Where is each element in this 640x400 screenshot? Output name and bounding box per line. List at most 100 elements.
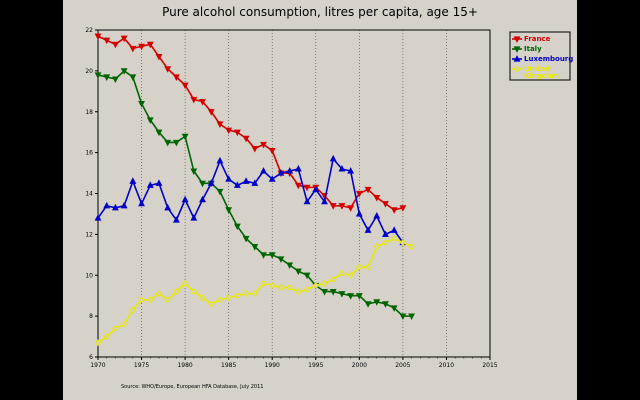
data-point bbox=[225, 175, 233, 182]
y-tick-label: 14 bbox=[85, 191, 93, 198]
legend-label: Italy bbox=[524, 45, 542, 53]
data-point bbox=[112, 325, 119, 332]
data-point bbox=[286, 262, 294, 269]
y-tick-label: 12 bbox=[85, 231, 93, 238]
data-point bbox=[251, 179, 259, 186]
data-point bbox=[260, 252, 267, 259]
data-point bbox=[364, 226, 372, 233]
data-point bbox=[277, 284, 285, 291]
x-tick-label: 1990 bbox=[265, 362, 280, 369]
data-point bbox=[103, 333, 111, 340]
data-point bbox=[251, 244, 259, 251]
data-point bbox=[382, 239, 389, 246]
data-point bbox=[294, 268, 302, 276]
data-point bbox=[321, 289, 328, 296]
data-point bbox=[190, 288, 198, 295]
data-point bbox=[242, 177, 250, 184]
data-point bbox=[173, 288, 180, 295]
data-point bbox=[111, 76, 119, 83]
x-tick-label: 2015 bbox=[482, 362, 497, 369]
data-point bbox=[260, 141, 267, 149]
x-tick-label: 1970 bbox=[90, 362, 105, 369]
data-point bbox=[181, 82, 189, 90]
data-point bbox=[242, 290, 250, 297]
data-point bbox=[338, 291, 346, 298]
series-line bbox=[97, 156, 404, 244]
data-point bbox=[312, 185, 320, 192]
data-point bbox=[390, 207, 398, 214]
data-point bbox=[338, 165, 346, 172]
data-point bbox=[181, 280, 189, 287]
y-tick-label: 8 bbox=[89, 313, 93, 320]
data-point bbox=[103, 37, 111, 45]
data-point bbox=[399, 205, 407, 212]
legend-label: France bbox=[524, 35, 551, 43]
data-point bbox=[172, 139, 180, 147]
y-tick-label: 10 bbox=[85, 272, 93, 279]
data-point bbox=[233, 181, 241, 188]
x-tick-label: 1980 bbox=[177, 362, 192, 369]
data-point bbox=[382, 201, 389, 208]
data-point bbox=[347, 167, 355, 174]
data-point bbox=[260, 280, 267, 287]
data-point bbox=[364, 301, 372, 308]
data-point bbox=[390, 305, 398, 312]
data-point bbox=[225, 207, 233, 214]
data-point bbox=[268, 252, 276, 259]
chart-svg: 1970 1975 1980 1985 1990 1995 2000 2005 2010 2015… bbox=[85, 27, 573, 369]
data-point bbox=[234, 292, 241, 299]
data-point bbox=[164, 296, 171, 304]
y-tick-label: 16 bbox=[85, 150, 93, 157]
data-point bbox=[347, 271, 354, 279]
data-point bbox=[364, 263, 372, 271]
data-point bbox=[233, 129, 241, 137]
data-point bbox=[181, 133, 189, 141]
data-point bbox=[94, 339, 102, 347]
data-point bbox=[242, 235, 250, 243]
data-point bbox=[382, 230, 389, 237]
data-point bbox=[138, 100, 145, 108]
data-point bbox=[312, 282, 320, 289]
data-point bbox=[251, 290, 259, 297]
data-point bbox=[120, 320, 128, 328]
data-point bbox=[373, 195, 381, 202]
data-point bbox=[207, 179, 215, 186]
y-tick-label: 20 bbox=[85, 68, 93, 75]
data-point bbox=[207, 300, 215, 308]
grid-layer bbox=[141, 30, 447, 357]
data-point bbox=[103, 74, 111, 81]
data-point bbox=[225, 127, 233, 135]
series-france bbox=[94, 33, 407, 214]
data-point bbox=[355, 210, 363, 217]
x-tick-label: 1975 bbox=[134, 362, 149, 369]
data-point bbox=[321, 197, 328, 205]
data-point bbox=[268, 282, 276, 289]
data-point bbox=[303, 272, 311, 280]
data-point bbox=[216, 296, 224, 304]
data-point bbox=[338, 269, 346, 277]
data-point bbox=[338, 203, 346, 210]
data-point bbox=[373, 243, 381, 250]
x-tick-label: 2000 bbox=[352, 362, 367, 369]
data-point bbox=[216, 188, 224, 196]
data-point bbox=[155, 53, 163, 61]
data-point bbox=[513, 65, 521, 73]
data-point bbox=[373, 212, 381, 219]
data-point bbox=[329, 276, 337, 283]
data-point bbox=[294, 165, 302, 172]
data-point bbox=[251, 145, 259, 153]
data-point bbox=[303, 286, 311, 293]
series-united-kingdom bbox=[94, 235, 415, 347]
source-note: Source: WHO/Europe, European HFA Databas… bbox=[121, 384, 264, 390]
data-point bbox=[513, 36, 521, 43]
data-point bbox=[268, 148, 276, 155]
legend-box bbox=[509, 31, 571, 81]
data-point bbox=[129, 177, 137, 184]
data-point bbox=[129, 74, 137, 81]
data-point bbox=[199, 180, 206, 188]
series-luxembourg bbox=[94, 154, 407, 246]
data-point bbox=[260, 167, 267, 174]
legend-label: United Kingdom bbox=[524, 65, 559, 80]
data-point bbox=[225, 294, 232, 302]
series-italy bbox=[94, 68, 416, 321]
